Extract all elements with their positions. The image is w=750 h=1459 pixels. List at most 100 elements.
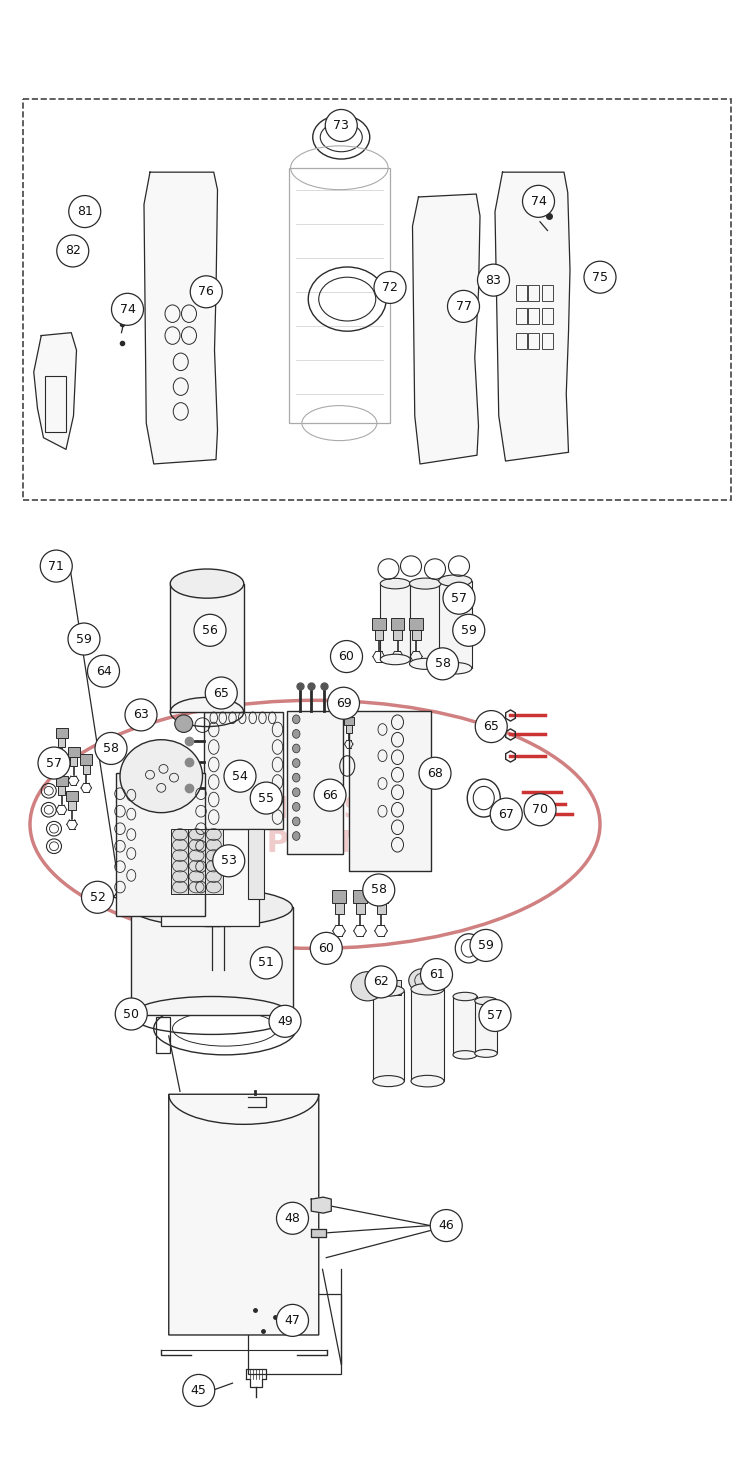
Bar <box>334 903 344 913</box>
Bar <box>356 903 364 913</box>
Ellipse shape <box>292 744 300 753</box>
Ellipse shape <box>409 969 436 992</box>
Circle shape <box>314 779 346 811</box>
Circle shape <box>69 196 100 228</box>
Polygon shape <box>413 194 480 464</box>
Circle shape <box>57 235 88 267</box>
Circle shape <box>82 881 113 913</box>
Text: 76: 76 <box>198 286 214 298</box>
Bar <box>528 285 539 301</box>
Text: 68: 68 <box>427 767 443 779</box>
Bar <box>393 630 402 641</box>
Bar <box>156 1017 170 1053</box>
Bar <box>373 991 404 1081</box>
Circle shape <box>251 782 282 814</box>
Text: 59: 59 <box>76 633 92 645</box>
Text: 75: 75 <box>592 271 608 283</box>
Bar <box>516 333 527 349</box>
Ellipse shape <box>292 759 300 767</box>
Text: 57: 57 <box>487 1010 503 1021</box>
Circle shape <box>328 687 359 719</box>
Bar <box>116 773 205 916</box>
Bar <box>344 716 353 725</box>
Text: 74: 74 <box>530 196 547 207</box>
Bar <box>131 907 292 1015</box>
Bar <box>171 829 189 894</box>
Circle shape <box>194 614 226 646</box>
Text: 81: 81 <box>76 206 93 217</box>
Circle shape <box>331 641 362 673</box>
Circle shape <box>251 947 282 979</box>
Text: 60: 60 <box>318 943 334 954</box>
Circle shape <box>269 1005 301 1037</box>
Bar <box>352 890 368 903</box>
Ellipse shape <box>373 1075 404 1087</box>
Circle shape <box>68 623 100 655</box>
Bar <box>412 630 421 641</box>
Circle shape <box>524 794 556 826</box>
Ellipse shape <box>380 578 410 589</box>
Text: 71: 71 <box>48 560 64 572</box>
Circle shape <box>479 999 511 1032</box>
Text: 58: 58 <box>103 743 119 754</box>
Ellipse shape <box>453 1050 477 1059</box>
Bar <box>516 308 527 324</box>
Bar <box>542 308 553 324</box>
Text: 62: 62 <box>374 976 389 988</box>
Bar <box>248 1294 341 1374</box>
Circle shape <box>224 760 256 792</box>
Ellipse shape <box>410 578 441 589</box>
Text: SPECIALISTS: SPECIALISTS <box>191 795 409 824</box>
Bar <box>349 711 431 871</box>
Circle shape <box>443 582 475 614</box>
Bar <box>411 989 444 1081</box>
Circle shape <box>183 1374 214 1406</box>
Circle shape <box>277 1202 308 1234</box>
Circle shape <box>40 550 72 582</box>
Bar <box>45 376 66 432</box>
Circle shape <box>277 1304 308 1336</box>
Ellipse shape <box>351 972 384 1001</box>
Text: 83: 83 <box>485 274 502 286</box>
Ellipse shape <box>475 996 497 1005</box>
Text: 74: 74 <box>119 303 136 315</box>
Bar <box>410 619 423 630</box>
Ellipse shape <box>453 992 477 1001</box>
Bar <box>82 765 90 773</box>
Circle shape <box>38 747 70 779</box>
Ellipse shape <box>170 569 244 598</box>
Polygon shape <box>311 1198 332 1212</box>
Circle shape <box>190 276 222 308</box>
Bar <box>385 980 401 995</box>
Ellipse shape <box>292 730 300 738</box>
Circle shape <box>310 932 342 964</box>
Bar <box>286 711 343 854</box>
Text: 47: 47 <box>284 1315 301 1326</box>
Polygon shape <box>311 1228 326 1237</box>
Text: 65: 65 <box>483 721 500 732</box>
Text: 61: 61 <box>429 969 444 980</box>
Circle shape <box>476 711 507 743</box>
Circle shape <box>213 845 244 877</box>
Bar <box>374 630 383 641</box>
Circle shape <box>88 655 119 687</box>
Bar <box>161 817 259 926</box>
Circle shape <box>453 614 484 646</box>
Bar <box>170 584 244 712</box>
Circle shape <box>584 261 616 293</box>
Bar <box>475 1001 497 1053</box>
Ellipse shape <box>380 654 410 665</box>
Text: 69: 69 <box>336 697 352 709</box>
Bar <box>66 791 78 801</box>
Text: 45: 45 <box>190 1385 207 1396</box>
Circle shape <box>421 959 452 991</box>
Bar <box>376 903 386 913</box>
Circle shape <box>95 732 127 765</box>
Ellipse shape <box>411 1075 444 1087</box>
Circle shape <box>112 293 143 325</box>
Ellipse shape <box>292 715 300 724</box>
Bar <box>372 619 386 630</box>
Bar <box>70 757 77 766</box>
Circle shape <box>478 264 509 296</box>
Bar <box>68 747 80 757</box>
